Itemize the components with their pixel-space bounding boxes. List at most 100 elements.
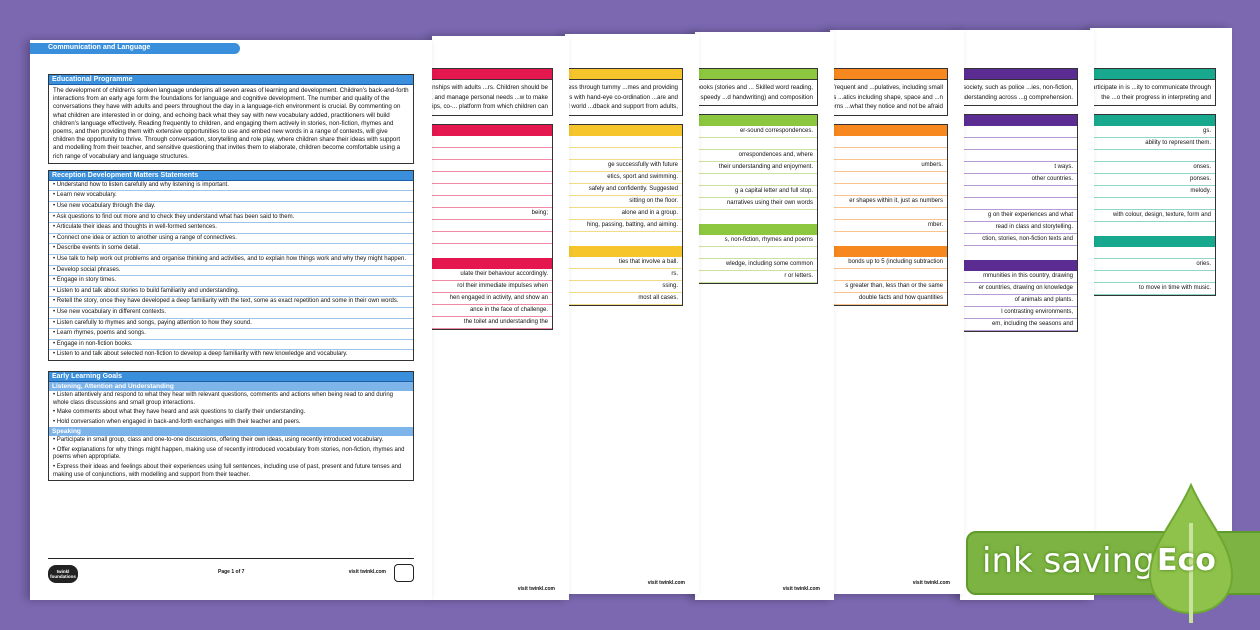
statement-item — [565, 148, 682, 160]
page-content: ...agination and creativity. It is ...li… — [1090, 68, 1216, 296]
statement-item — [960, 138, 1077, 150]
statement-item — [432, 148, 552, 160]
statement-item — [1090, 271, 1215, 283]
back-page: ...of two dimensions: language ...th rea… — [695, 32, 834, 600]
twinkl-logo: twinkl foundations — [48, 565, 78, 583]
page-content: ...cal world and their community. The ..… — [960, 68, 1078, 332]
statement-item: ssing. — [565, 281, 682, 293]
statement-item: umbers. — [830, 160, 947, 172]
programme-text: ...ildren to lead healthy and happy ...r… — [432, 84, 548, 110]
section-header — [830, 69, 947, 80]
statement-item — [830, 172, 947, 184]
section-header — [432, 124, 552, 136]
page-content: ...of two dimensions: language ...th rea… — [695, 68, 818, 284]
goal-item: Make comments about what they have heard… — [49, 408, 413, 418]
statements-box: gs. ability to represent them. onses. ponse… — [1090, 114, 1216, 296]
statement-item: s greater than, less than or the same — [830, 281, 947, 293]
statement-item: Develop social phrases. — [49, 266, 413, 277]
statement-item: s, non-fiction, rhymes and poems — [695, 235, 817, 247]
front-page: Communication and Language Educational P… — [30, 40, 432, 600]
statements-box: ge successfully with future etics, sport … — [565, 123, 683, 306]
statement-item — [830, 208, 947, 220]
subsection-header: Listening, Attention and Understanding — [49, 381, 413, 391]
statement-item: Describe events in some detail. — [49, 244, 413, 255]
section-header — [432, 257, 552, 269]
programme-box: ...ildren to lead healthy and happy ...r… — [432, 68, 553, 116]
statement-item: er countries, drawing on knowledge — [960, 283, 1077, 295]
subsection-header: Speaking — [49, 427, 413, 437]
statement-item: ction, stories, non-fiction texts and — [960, 234, 1077, 246]
programme-box: ...rsue happy, healthy and active ... ch… — [565, 68, 683, 116]
statement-item — [1090, 150, 1215, 162]
statement-item: to move in time with music. — [1090, 283, 1215, 295]
statement-item — [695, 174, 817, 186]
back-page: ...agination and creativity. It is ...li… — [1090, 28, 1232, 594]
statement-item — [432, 184, 552, 196]
statement-item — [565, 136, 682, 148]
goal-item: Express their ideas and feelings about t… — [49, 463, 413, 480]
statement-item: Listen to and talk about selected non-fi… — [49, 350, 413, 360]
statement-item — [960, 150, 1077, 162]
statement-item: onses. — [1090, 162, 1215, 174]
statement-item — [432, 136, 552, 148]
statement-item: Ask questions to find out more and to ch… — [49, 213, 413, 224]
statement-item: g a capital letter and full stop. — [695, 186, 817, 198]
goal-item: Offer explanations for why things might … — [49, 446, 413, 463]
statement-item: Use talk to help work out problems and o… — [49, 255, 413, 266]
statement-item — [960, 126, 1077, 138]
statement-item: Listen to and talk about stories to buil… — [49, 287, 413, 298]
statement-item: Use new vocabulary through the day. — [49, 202, 413, 213]
programme-text: ...agination and creativity. It is ...li… — [1090, 84, 1211, 101]
statement-item: Connect one idea or action to another us… — [49, 234, 413, 245]
statement-item: read in class and storytelling. — [960, 222, 1077, 234]
statements-box: umbers. er shapes within it, just as numb… — [830, 123, 948, 306]
statement-item: bonds up to 5 (including subtraction — [830, 257, 947, 269]
programme-text: ...rsue happy, healthy and active ... ch… — [565, 84, 678, 110]
statement-item — [432, 232, 552, 244]
statement-item: sitting on the floor. — [565, 196, 682, 208]
goal-item: Participate in small group, class and on… — [49, 436, 413, 446]
statement-item: mmunities in this country, drawing — [960, 271, 1077, 283]
statement-item — [1090, 198, 1215, 210]
statement-item: ance in the face of challenge. — [432, 305, 552, 317]
statement-item: r or letters. — [695, 271, 817, 283]
statement-item: hen engaged in activity, and show an — [432, 293, 552, 305]
statement-item — [830, 136, 947, 148]
statement-item: safely and confidently. Suggested — [565, 184, 682, 196]
statement-item: Engage in story times. — [49, 276, 413, 287]
section-header — [695, 69, 817, 80]
statement-item: ties that involve a ball. — [565, 257, 682, 269]
section-header — [1090, 115, 1215, 126]
statement-item — [432, 160, 552, 172]
statement-item: Learn rhymes, poems and songs. — [49, 329, 413, 340]
section-header — [1090, 69, 1215, 80]
visit-link: visit twinkl.com — [782, 586, 820, 592]
statement-item: rol their immediate impulses when — [432, 281, 552, 293]
section-header — [960, 69, 1077, 80]
page-footer: twinkl foundations Page 1 of 7 visit twi… — [48, 558, 414, 598]
statement-item: ponses. — [1090, 174, 1215, 186]
section-header — [565, 124, 682, 136]
statement-item: of animals and plants. — [960, 295, 1077, 307]
statements-box: being; ulate their behaviour accordingly.… — [432, 123, 553, 330]
statement-item: Learn new vocabulary. — [49, 191, 413, 203]
statement-item: narratives using their own words — [695, 198, 817, 210]
early-learning-goals-box: Early Learning Goals Listening, Attentio… — [48, 370, 414, 482]
statement-item: other countries. — [960, 174, 1077, 186]
eco-label: Eco — [1157, 543, 1216, 578]
programme-text: ...of two dimensions: language ...th rea… — [695, 84, 813, 101]
section-header: Educational Programme — [49, 75, 413, 85]
section-header — [960, 115, 1077, 126]
visit-link: visit twinkl.com — [912, 580, 950, 586]
programme-text: ...cal world and their community. The ..… — [960, 84, 1073, 101]
quality-seal-icon — [394, 564, 414, 582]
visit-link: visit twinkl.com — [348, 569, 386, 575]
visit-link: visit twinkl.com — [517, 586, 555, 592]
section-header — [695, 115, 817, 126]
section-header — [695, 224, 817, 235]
statement-item: rs. — [565, 269, 682, 281]
statement-item: mber. — [830, 220, 947, 232]
programme-box: ...cal world and their community. The ..… — [960, 68, 1078, 106]
leaf-icon — [1148, 483, 1234, 623]
statement-item: gs. — [1090, 126, 1215, 138]
